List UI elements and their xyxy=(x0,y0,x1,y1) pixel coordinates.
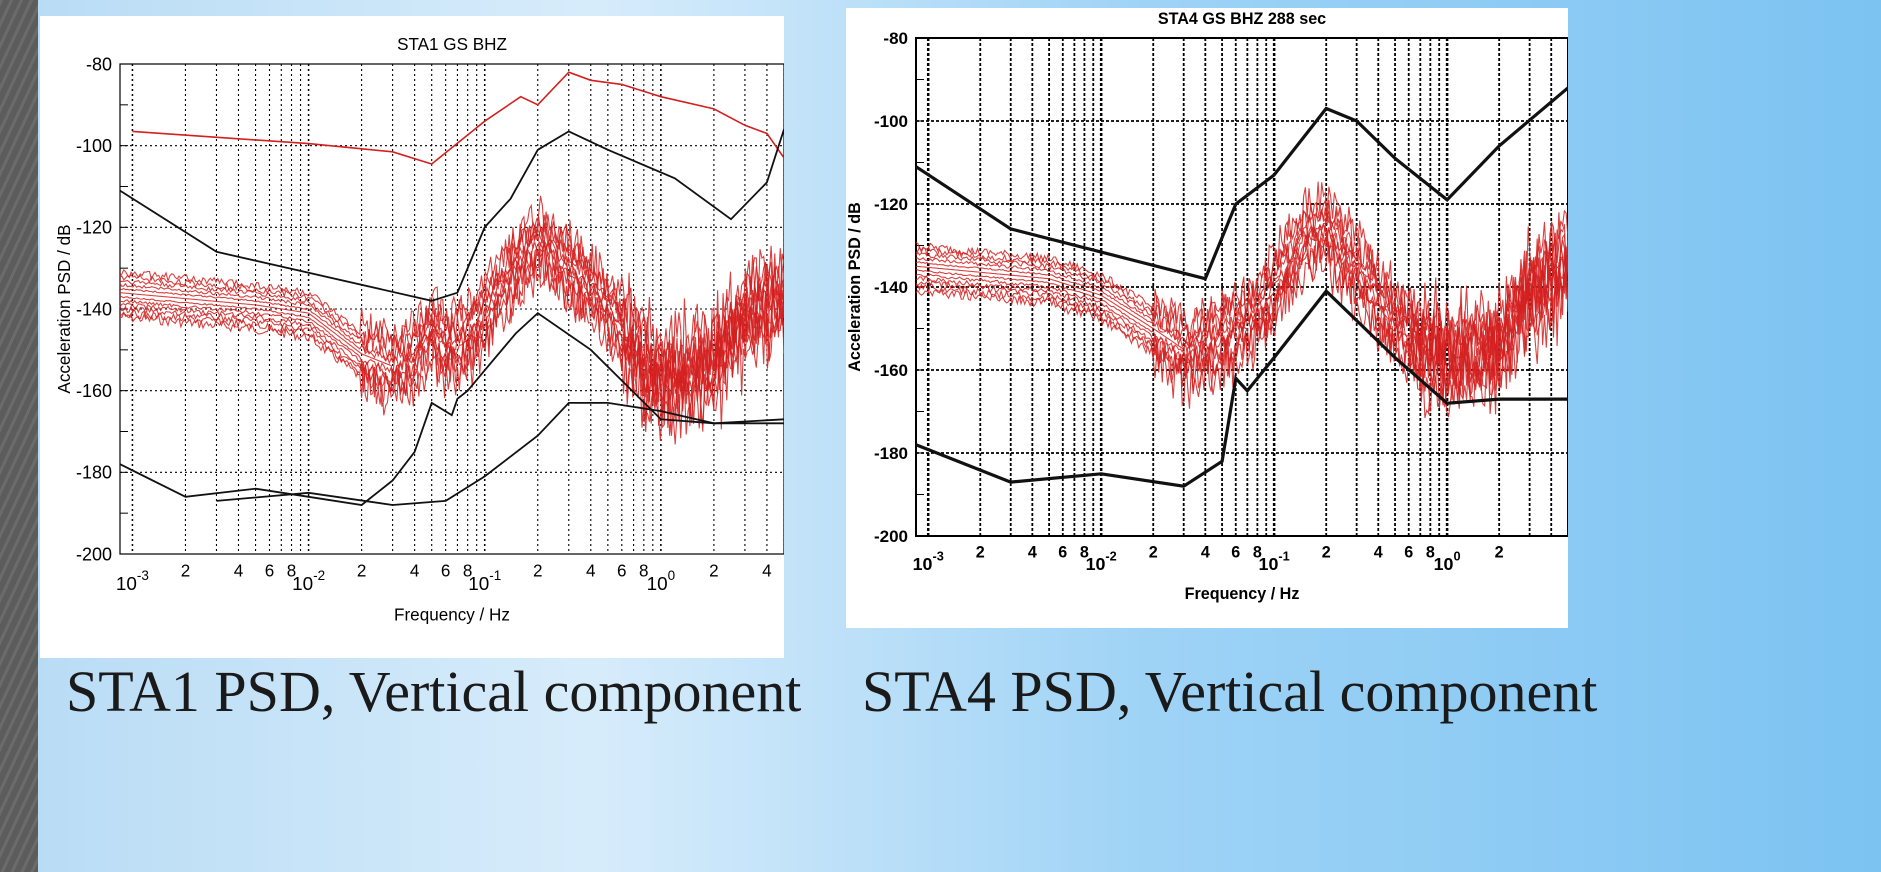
x-major-tick-label: 10-2 xyxy=(1086,549,1117,574)
red-psd-trace xyxy=(915,237,1569,419)
y-tick-label: -160 xyxy=(76,381,112,401)
x-minor-tick-label: 4 xyxy=(762,562,772,581)
x-minor-tick-label: 4 xyxy=(234,562,244,581)
y-tick-label: -180 xyxy=(874,444,908,463)
y-axis-label: Acceleration PSD / dB xyxy=(55,224,74,393)
noise-model-line xyxy=(119,311,785,506)
x-major-tick-exponent: 0 xyxy=(1453,549,1460,564)
y-tick-label: -80 xyxy=(883,29,908,48)
x-major-tick-label: 10-1 xyxy=(1259,549,1290,574)
x-minor-tick-label: 4 xyxy=(586,562,596,581)
y-tick-label: -120 xyxy=(76,218,112,238)
caption-sta4: STA4 PSD, Vertical component xyxy=(862,659,1598,724)
psd-chart-sta1: -80 -100 -120 -140 -160 -180 -200 10-3 2 4 6 8 10-2 2… xyxy=(40,16,785,658)
x-major-tick-label: 100 xyxy=(647,568,676,595)
x-minor-tick-label: 4 xyxy=(410,562,420,581)
y-tick-label: -200 xyxy=(874,527,908,546)
y-axis-label: Acceleration PSD / dB xyxy=(846,202,864,372)
x-minor-tick-label: 2 xyxy=(976,543,985,561)
x-minor-tick-label: 6 xyxy=(441,562,451,581)
psd-chart-sta4: -80 -100 -120 -140 -160 -180 -200 10-3 2 4 6 8 10-2 2… xyxy=(846,8,1570,628)
caption-sta1: STA1 PSD, Vertical component xyxy=(66,659,802,724)
x-major-tick-exponent: -3 xyxy=(932,549,943,564)
x-minor-tick-label: 2 xyxy=(533,562,543,581)
x-minor-tick-label: 2 xyxy=(1322,543,1331,561)
y-tick-label: -100 xyxy=(874,112,908,131)
red-psd-trace xyxy=(119,239,785,409)
red-psd-upper-trace xyxy=(132,71,785,165)
x-minor-tick-label: 8 xyxy=(1253,543,1262,561)
noise-model-line xyxy=(119,129,785,302)
x-axis-label: Frequency / Hz xyxy=(1185,585,1300,603)
y-tick-label: -140 xyxy=(76,299,112,319)
red-psd-trace xyxy=(119,195,785,386)
x-minor-tick-label: 6 xyxy=(265,562,275,581)
x-minor-tick-label: 4 xyxy=(1201,543,1210,561)
x-major-tick-label: 10-1 xyxy=(468,568,501,595)
y-tick-label: -140 xyxy=(874,278,908,297)
x-minor-tick-label: 8 xyxy=(1080,543,1089,561)
x-axis-label: Frequency / Hz xyxy=(394,606,510,625)
chart-title: STA4 GS BHZ 288 sec xyxy=(1158,10,1326,28)
x-major-tick-exponent: -3 xyxy=(137,568,149,583)
x-minor-tick-label: 2 xyxy=(1495,543,1504,561)
x-minor-tick-label: 6 xyxy=(1231,543,1240,561)
y-tick-label: -160 xyxy=(874,361,908,380)
x-major-tick-exponent: -2 xyxy=(1105,549,1116,564)
red-psd-trace xyxy=(915,208,1569,380)
y-tick-label: -100 xyxy=(76,136,112,156)
x-minor-tick-label: 4 xyxy=(1374,543,1383,561)
x-minor-tick-label: 2 xyxy=(1149,543,1158,561)
x-major-tick-exponent: -1 xyxy=(1278,549,1289,564)
x-minor-tick-label: 2 xyxy=(181,562,191,581)
noise-model-line xyxy=(915,288,1568,488)
noise-model-line xyxy=(915,86,1570,281)
y-tick-label: -200 xyxy=(76,544,112,564)
red-psd-trace xyxy=(915,181,1569,372)
x-major-tick-label: 100 xyxy=(1434,549,1461,574)
x-minor-tick-label: 2 xyxy=(709,562,719,581)
x-minor-tick-label: 4 xyxy=(1028,543,1037,561)
x-major-tick-label: 10-2 xyxy=(292,568,325,595)
x-major-tick-exponent: -1 xyxy=(489,568,501,583)
x-minor-tick-label: 6 xyxy=(617,562,627,581)
x-major-tick-exponent: -2 xyxy=(313,568,325,583)
red-psd-trace xyxy=(915,239,1569,418)
noise-model-line xyxy=(216,401,784,506)
x-minor-tick-label: 6 xyxy=(1058,543,1067,561)
y-tick-label: -180 xyxy=(76,463,112,483)
x-minor-tick-label: 8 xyxy=(287,562,297,581)
y-tick-label: -120 xyxy=(874,195,908,214)
x-minor-tick-label: 8 xyxy=(639,562,649,581)
x-minor-tick-label: 2 xyxy=(357,562,367,581)
x-minor-tick-label: 8 xyxy=(1426,543,1435,561)
x-minor-tick-label: 8 xyxy=(463,562,473,581)
chart-title: STA1 GS BHZ xyxy=(397,35,507,54)
x-major-tick-label: 10-3 xyxy=(913,549,944,574)
red-psd-trace xyxy=(915,231,1569,408)
x-major-tick-label: 10-3 xyxy=(116,568,149,595)
x-minor-tick-label: 6 xyxy=(1404,543,1413,561)
x-major-tick-exponent: 0 xyxy=(668,568,676,583)
y-tick-label: -80 xyxy=(86,54,112,74)
